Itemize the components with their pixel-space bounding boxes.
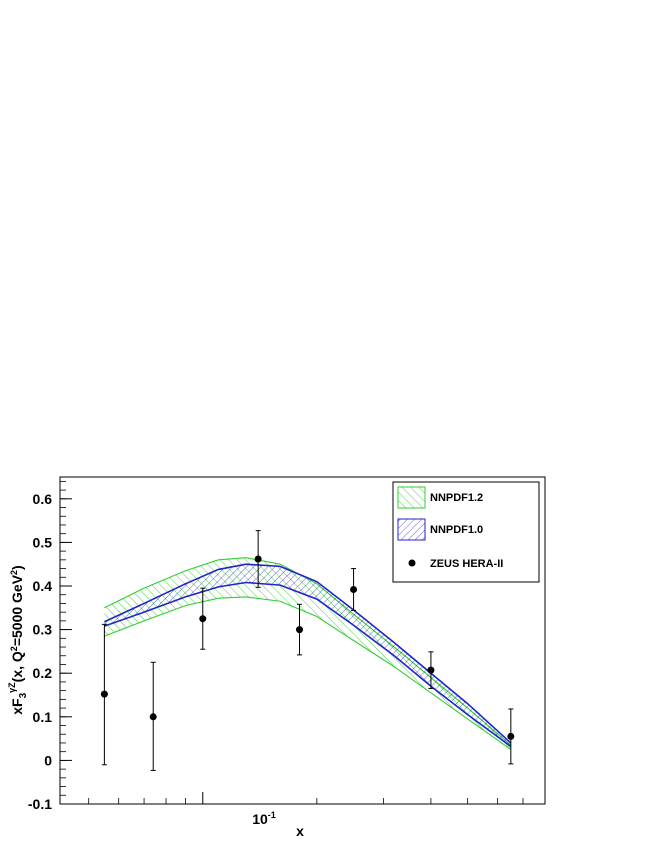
y-tick-label: 0.4 bbox=[33, 578, 53, 594]
y-tick-label: 0.3 bbox=[33, 622, 53, 638]
y-tick-label: 0 bbox=[44, 752, 52, 768]
data-points-layer bbox=[100, 530, 515, 771]
axis-ticks: -0.1 0 0.1 0.2 0.3 0.4 0.5 0.6 bbox=[28, 480, 546, 812]
y-tick-label: -0.1 bbox=[28, 796, 52, 812]
axis-labels: x xF3γZ(x, Q2=5000 GeV2) 10-1 bbox=[7, 565, 304, 839]
y-axis-title: xF3γZ(x, Q2=5000 GeV2) bbox=[7, 565, 29, 714]
x-axis-title: x bbox=[296, 823, 304, 839]
bands-layer bbox=[104, 557, 512, 750]
data-point bbox=[199, 615, 207, 623]
band-upper-edge-1 bbox=[104, 563, 512, 744]
data-point bbox=[350, 585, 358, 593]
data-point bbox=[254, 555, 262, 563]
legend-swatch-nnpdf10 bbox=[397, 518, 426, 541]
legend-swatch-nnpdf12 bbox=[397, 486, 426, 509]
data-point bbox=[296, 626, 304, 634]
y-tick-label: 0.6 bbox=[33, 491, 53, 507]
y-tick-label: 0.5 bbox=[33, 534, 53, 550]
data-point bbox=[100, 690, 108, 698]
legend-label-nnpdf10: NNPDF1.0 bbox=[430, 524, 483, 536]
x-tick-label-major: 10-1 bbox=[252, 810, 276, 827]
legend-label-zeus: ZEUS HERA-II bbox=[430, 558, 503, 570]
y-tick-label: 0.2 bbox=[33, 665, 53, 681]
data-point bbox=[149, 713, 157, 721]
y-tick-label: 0.1 bbox=[33, 709, 53, 725]
band-lower-edge-0 bbox=[104, 596, 512, 750]
legend: NNPDF1.2 NNPDF1.0 ZEUS HERA-II bbox=[392, 481, 540, 583]
plot-area-border bbox=[59, 476, 546, 805]
data-point bbox=[507, 732, 515, 740]
band-lower-edge-1 bbox=[104, 581, 512, 748]
data-point bbox=[427, 666, 435, 674]
plot-frame bbox=[59, 476, 546, 805]
legend-label-nnpdf12: NNPDF1.2 bbox=[430, 492, 483, 504]
legend-marker-zeus bbox=[408, 559, 416, 567]
